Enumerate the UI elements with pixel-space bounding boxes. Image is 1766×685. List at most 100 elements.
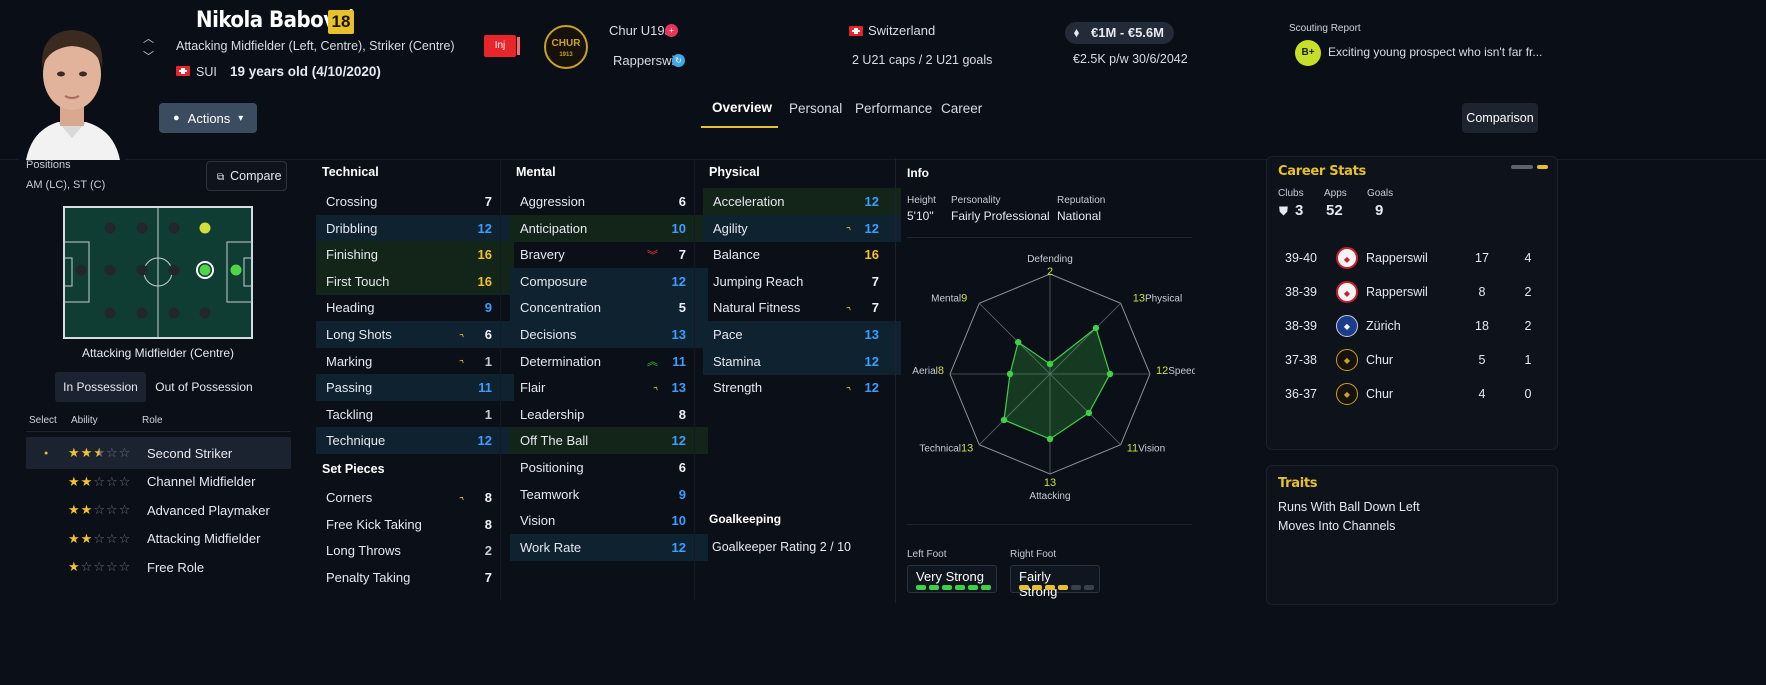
- injury-badge[interactable]: Inj: [484, 35, 516, 57]
- attribute-row[interactable]: Stamina 12: [703, 347, 901, 375]
- attribute-row[interactable]: Crossing 7: [316, 188, 514, 215]
- career-season: 39-40: [1285, 251, 1317, 265]
- attribute-row[interactable]: Agility 12 ›: [703, 214, 901, 242]
- comparison-button[interactable]: Comparison: [1462, 103, 1538, 133]
- tab-personal[interactable]: Personal: [789, 101, 843, 116]
- position-pitch[interactable]: [63, 206, 253, 339]
- goalkeeping-title: Goalkeeping: [709, 512, 782, 526]
- attribute-row[interactable]: Jumping Reach 7: [703, 268, 901, 295]
- attribute-row[interactable]: Decisions 13: [510, 321, 708, 348]
- transfer-value[interactable]: ⬧ €1M - €5.6M: [1065, 22, 1174, 44]
- attribute-row[interactable]: Long Shots 6 ›: [316, 321, 514, 348]
- current-club[interactable]: Chur U19s: [609, 23, 672, 38]
- in-possession-toggle[interactable]: In Possession: [55, 372, 146, 402]
- attribute-row[interactable]: First Touch 16: [316, 267, 514, 295]
- scouting-report-text[interactable]: Exciting young prospect who isn't far fr…: [1328, 45, 1543, 59]
- star-icon: ☆: [118, 473, 132, 489]
- role-row[interactable]: ★★☆☆☆ Channel Midfielder: [26, 466, 291, 498]
- career-club[interactable]: Rapperswil: [1366, 251, 1428, 265]
- career-club[interactable]: Rapperswil: [1366, 285, 1428, 299]
- tab-performance[interactable]: Performance: [855, 101, 933, 116]
- clubs-count: 3: [1295, 202, 1304, 219]
- actions-label: Actions: [187, 110, 231, 126]
- header-select: Select: [29, 415, 57, 426]
- attribute-row[interactable]: Dribbling 12: [316, 214, 514, 242]
- role-name: Channel Midfielder: [147, 474, 256, 489]
- attribute-row[interactable]: Long Throws 2: [316, 537, 514, 564]
- attribute-row[interactable]: Pace 13: [703, 321, 901, 348]
- radar-axis-name: Aerial: [912, 366, 938, 377]
- international-country[interactable]: Switzerland: [868, 23, 936, 38]
- attribute-row[interactable]: Natural Fitness 7 ›: [703, 294, 901, 321]
- previous-player-icon[interactable]: ︿: [143, 33, 154, 45]
- attribute-row[interactable]: Acceleration 12: [703, 188, 901, 215]
- star-icon: ☆: [105, 530, 119, 546]
- trend-up-icon: ›: [843, 223, 856, 233]
- attribute-row[interactable]: Technique 12: [316, 427, 514, 455]
- role-row[interactable]: ★★☆☆☆ Attacking Midfielder: [26, 523, 291, 555]
- attribute-row[interactable]: Concentration 5: [510, 294, 708, 322]
- compare-button[interactable]: ⧉ Compare: [206, 161, 287, 191]
- star-icon: ★: [80, 530, 94, 546]
- attribute-row[interactable]: Balance 16: [703, 241, 901, 268]
- radar-axis-label: Defending: [1027, 254, 1073, 265]
- attribute-row[interactable]: Passing 11: [316, 374, 514, 402]
- attribute-row[interactable]: Anticipation 10: [510, 214, 708, 242]
- attribute-row[interactable]: Finishing 16: [316, 241, 514, 269]
- attribute-name: Teamwork: [520, 486, 580, 502]
- injury-indicator: [517, 37, 520, 55]
- attribute-row[interactable]: Strength 12 ›: [703, 374, 901, 401]
- tab-overview[interactable]: Overview: [712, 100, 773, 115]
- star-icon: ☆: [118, 445, 132, 460]
- attribute-row[interactable]: Positioning 6: [510, 454, 708, 481]
- attribute-row[interactable]: Work Rate 12: [510, 533, 708, 561]
- attribute-row[interactable]: Determination 11 ︽: [510, 348, 708, 375]
- career-club[interactable]: Chur: [1366, 353, 1394, 367]
- attribute-row[interactable]: Aggression 6: [510, 188, 708, 215]
- attribute-row[interactable]: Teamwork 9: [510, 481, 708, 508]
- career-club[interactable]: Chur: [1366, 387, 1394, 401]
- attribute-row[interactable]: Heading 9: [316, 294, 514, 321]
- career-stats-title: Career Stats: [1278, 164, 1366, 179]
- left-foot-value: Very Strong: [916, 569, 984, 584]
- attribute-name: Crossing: [326, 194, 378, 209]
- attribute-row[interactable]: Free Kick Taking 8: [316, 511, 514, 538]
- trait-item[interactable]: Moves Into Channels: [1278, 519, 1396, 533]
- attribute-row[interactable]: Tackling 1: [316, 401, 514, 428]
- radar-axis-label: 12Speed: [1156, 365, 1195, 377]
- attribute-row[interactable]: Bravery 7 ︾: [510, 241, 708, 268]
- out-of-possession-toggle[interactable]: Out of Possession: [155, 380, 253, 394]
- page-indicator[interactable]: [1511, 165, 1533, 169]
- attribute-row[interactable]: Vision 10: [510, 507, 708, 534]
- career-apps: 18: [1475, 319, 1489, 333]
- radar-data-point: [1085, 409, 1093, 417]
- career-club[interactable]: Zürich: [1366, 319, 1401, 333]
- role-row[interactable]: ● ★★★☆☆ Second Striker: [26, 437, 291, 469]
- radar-data-point: [1006, 370, 1014, 378]
- star-icon: ☆: [105, 559, 119, 574]
- club-crest-icon: ◆: [1336, 247, 1358, 269]
- attribute-row[interactable]: Corners 8 ›: [316, 484, 514, 511]
- trait-item[interactable]: Runs With Ball Down Left: [1278, 500, 1420, 514]
- page-indicator-active[interactable]: [1537, 165, 1548, 169]
- radar-axis-value: 13: [1044, 477, 1056, 489]
- trend-up-icon: ›: [456, 356, 469, 366]
- attribute-row[interactable]: Off The Ball 12: [510, 427, 708, 455]
- club-crest[interactable]: CHUR 1913: [544, 25, 588, 69]
- attribute-value: 6: [678, 460, 686, 475]
- attribute-row[interactable]: Marking 1 ›: [316, 348, 514, 375]
- tab-career[interactable]: Career: [941, 101, 983, 116]
- next-player-icon[interactable]: ﹀: [143, 51, 154, 63]
- meter-segment: [1045, 585, 1055, 590]
- role-row[interactable]: ★★☆☆☆ Advanced Playmaker: [26, 494, 291, 526]
- star-icon: ★: [80, 445, 94, 460]
- attribute-row[interactable]: Leadership 8: [510, 401, 708, 428]
- actions-button[interactable]: ● Actions ▾: [159, 103, 257, 133]
- parent-club[interactable]: Rapperswil: [613, 53, 678, 68]
- attribute-value: 5: [678, 300, 686, 316]
- club-crest-name: CHUR: [551, 38, 581, 49]
- attribute-row[interactable]: Penalty Taking 7: [316, 564, 514, 591]
- attribute-row[interactable]: Composure 12: [510, 267, 708, 295]
- role-row[interactable]: ★☆☆☆☆ Free Role: [26, 551, 291, 583]
- attribute-row[interactable]: Flair 13 ›: [510, 374, 708, 401]
